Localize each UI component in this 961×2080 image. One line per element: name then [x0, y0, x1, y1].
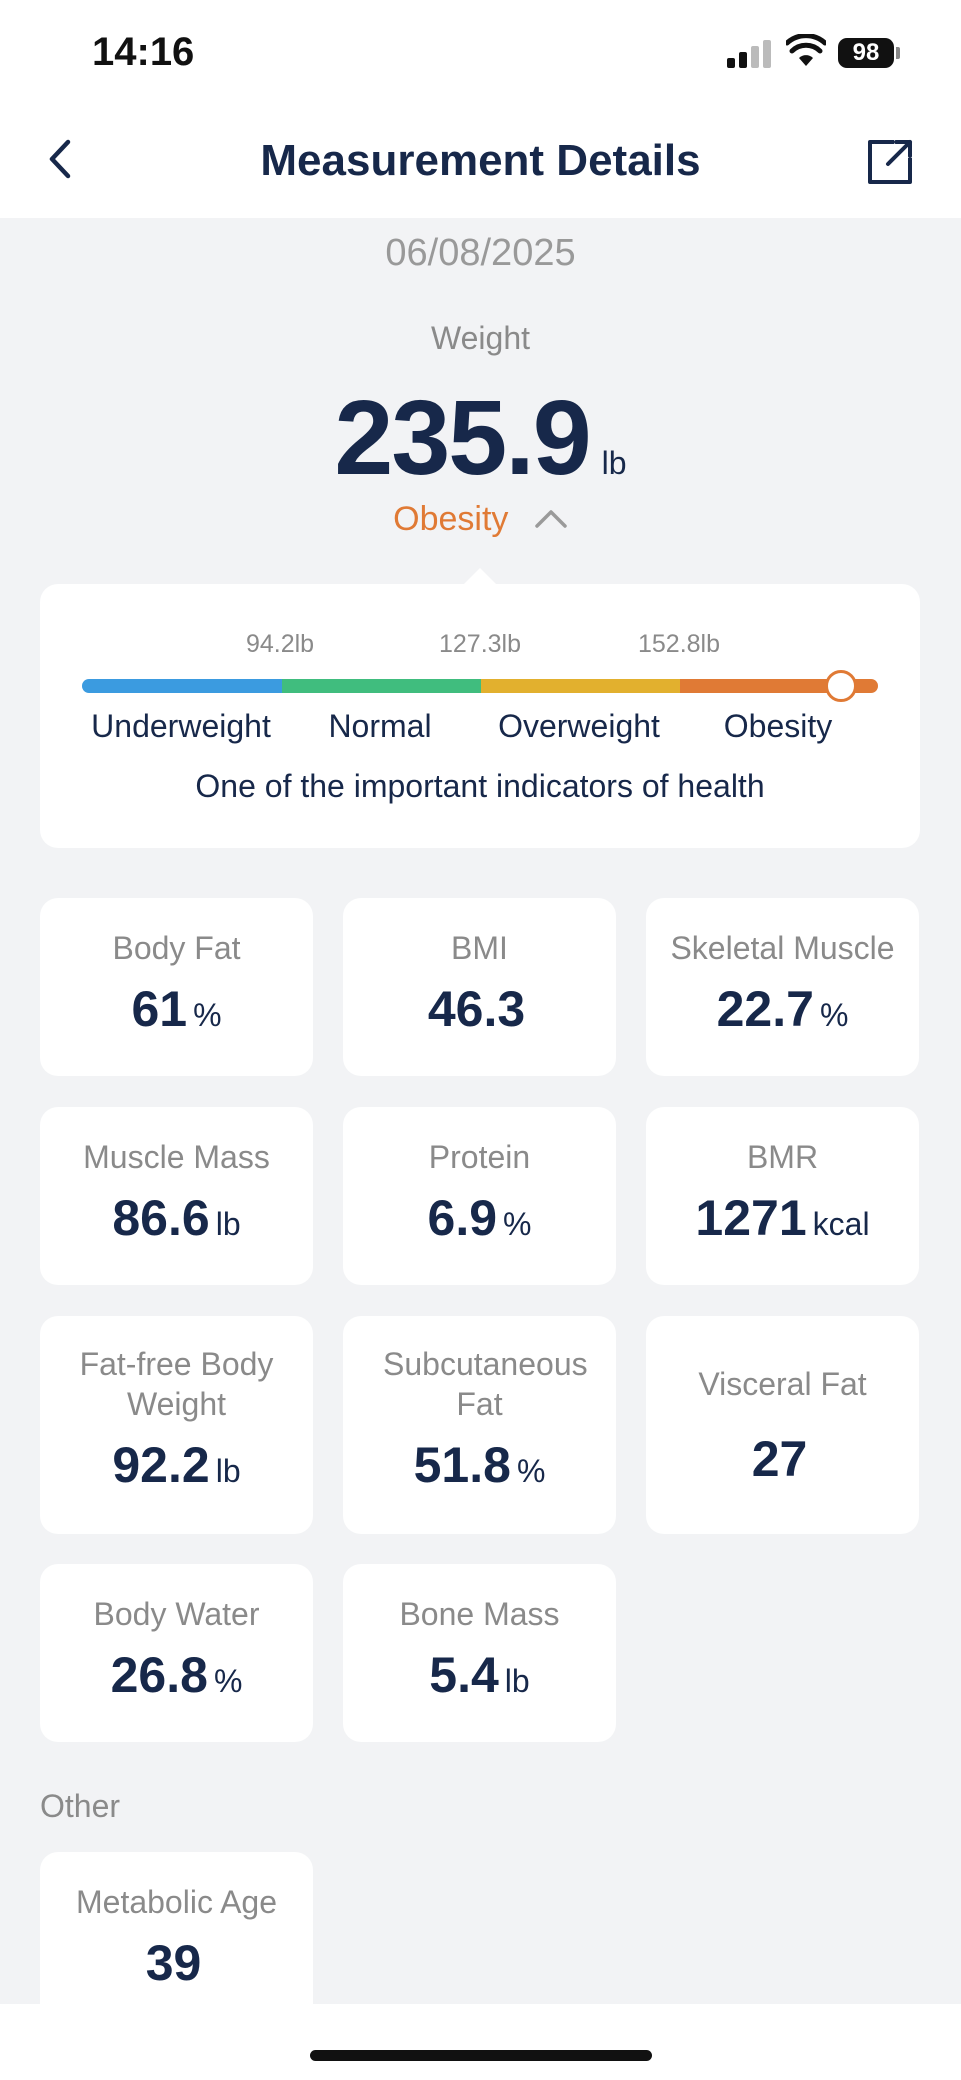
metric-value: 27	[751, 1431, 808, 1487]
range-indicator	[825, 670, 857, 702]
metric-unit: lb	[215, 1206, 241, 1242]
metric-card-protein[interactable]: Protein 6.9%	[343, 1107, 616, 1285]
weight-readout: 235.9 lb	[0, 378, 961, 499]
category-obesity: Obesity	[723, 708, 833, 744]
home-indicator	[310, 2050, 652, 2061]
metric-card-bone-mass[interactable]: Bone Mass 5.4 lb	[343, 1564, 616, 1742]
metric-card-subcutaneous-fat[interactable]: Subcutaneous Fat 51.8%	[343, 1316, 616, 1534]
metric-label: Muscle Mass	[83, 1139, 270, 1175]
threshold-2: 127.3lb	[438, 630, 522, 658]
battery-tip	[896, 47, 900, 59]
category-normal: Normal	[328, 708, 432, 744]
weight-unit: lb	[601, 445, 627, 481]
metric-value: 26.8	[110, 1647, 208, 1703]
weight-label: Weight	[430, 320, 530, 356]
metric-unit: %	[819, 997, 849, 1033]
metric-label: Skeletal Muscle	[670, 930, 895, 966]
threshold-3: 152.8lb	[637, 630, 721, 658]
metric-label: Protein	[428, 1139, 531, 1175]
metric-value: 51.8	[413, 1437, 511, 1493]
weight-value: 235.9	[334, 379, 591, 497]
metric-card-fat-free-body-weight[interactable]: Fat-free Body Weight 92.2 lb	[40, 1316, 313, 1534]
metric-unit: lb	[504, 1663, 530, 1699]
metric-card-body-fat[interactable]: Body Fat 61%	[40, 898, 313, 1076]
metric-value: 92.2	[112, 1437, 210, 1493]
metric-unit: kcal	[812, 1206, 870, 1242]
range-bar-overweight	[481, 679, 680, 693]
metric-value: 5.4	[429, 1647, 499, 1703]
metric-value: 22.7	[716, 981, 814, 1037]
metric-value: 61	[131, 981, 188, 1037]
measurement-date: 06/08/2025	[385, 232, 576, 274]
metric-label: Fat-free Body Weight	[79, 1346, 274, 1422]
metric-label: Body Fat	[112, 930, 241, 966]
metric-label: BMI	[451, 930, 508, 966]
metric-label: Bone Mass	[399, 1596, 560, 1632]
metric-card-visceral-fat[interactable]: Visceral Fat 27	[646, 1316, 919, 1534]
section-title-other: Other	[40, 1788, 121, 1824]
range-note: One of the important indicators of healt…	[195, 768, 765, 804]
category-underweight: Underweight	[91, 708, 271, 744]
metric-value: 46.3	[427, 981, 526, 1037]
metric-card-skeletal-muscle[interactable]: Skeletal Muscle 22.7%	[646, 898, 919, 1076]
bottom-safe-area	[0, 2004, 961, 2080]
metric-label: Visceral Fat	[698, 1366, 867, 1402]
metric-unit: %	[213, 1663, 243, 1699]
metric-value: 1271	[695, 1190, 807, 1246]
metric-card-body-water[interactable]: Body Water 26.8%	[40, 1564, 313, 1742]
metric-value: 86.6	[112, 1190, 210, 1246]
threshold-1: 94.2lb	[245, 630, 315, 658]
metric-label: Body Water	[93, 1596, 260, 1632]
battery-icon: 98	[838, 38, 894, 68]
metric-card-bmi[interactable]: BMI 46.3	[343, 898, 616, 1076]
metric-label: Subcutaneous Fat	[383, 1346, 588, 1422]
range-bar-underweight	[82, 679, 282, 693]
metric-value: 39	[145, 1935, 202, 1991]
range-bar-normal	[282, 679, 481, 693]
chevron-up-icon	[535, 510, 567, 528]
metric-label: BMR	[746, 1139, 819, 1175]
category-overweight: Overweight	[498, 708, 660, 744]
back-button[interactable]	[40, 134, 80, 184]
weight-range-card	[40, 584, 920, 848]
metric-unit: %	[193, 997, 222, 1033]
page-title: Measurement Details	[260, 136, 701, 185]
status-time: 14:16	[92, 30, 195, 74]
wifi-icon	[786, 34, 826, 66]
metric-unit: lb	[215, 1453, 241, 1489]
cellular-signal-icon	[727, 40, 771, 68]
range-card-pointer	[462, 568, 498, 586]
weight-status: Obesity	[393, 500, 509, 538]
metric-label: Metabolic Age	[75, 1884, 277, 1920]
weight-status-toggle[interactable]: Obesity	[0, 500, 961, 539]
metric-value: 6.9	[427, 1190, 498, 1246]
metric-card-bmr[interactable]: BMR 1271 kcal	[646, 1107, 919, 1285]
metric-unit: %	[516, 1453, 546, 1489]
metric-card-muscle-mass[interactable]: Muscle Mass 86.6 lb	[40, 1107, 313, 1285]
metric-unit: %	[503, 1206, 532, 1242]
share-icon[interactable]	[864, 136, 916, 188]
